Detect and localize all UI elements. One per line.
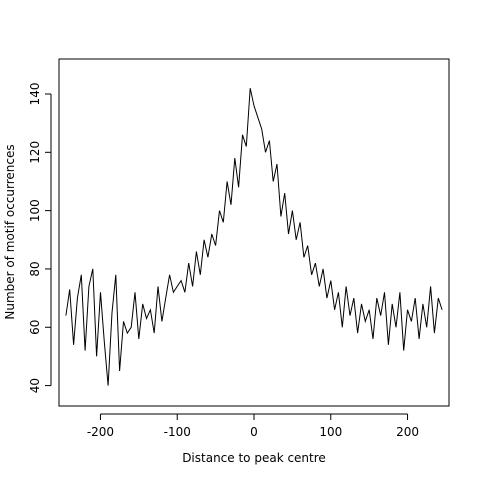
- y-axis: 40 60 80 100 120 140: [28, 83, 52, 393]
- x-tick-label: 0: [250, 425, 258, 439]
- plot-frame: [58, 58, 450, 407]
- x-tick-label: -200: [87, 425, 114, 439]
- y-tick-label: 80: [28, 261, 42, 276]
- y-tick-label: 60: [28, 320, 42, 335]
- x-axis-title: Distance to peak centre: [182, 451, 326, 465]
- x-tick-label: -100: [164, 425, 191, 439]
- y-tick-label: 40: [28, 378, 42, 393]
- y-tick-label: 100: [28, 199, 42, 222]
- series-line: [65, 88, 443, 386]
- y-tick-label: 140: [28, 83, 42, 106]
- x-axis: -200 -100 0 100 200: [87, 413, 419, 439]
- y-axis-title: Number of motif occurrences: [3, 144, 17, 319]
- x-tick-label: 200: [396, 425, 419, 439]
- y-tick-label: 120: [28, 141, 42, 164]
- x-tick-label: 100: [319, 425, 342, 439]
